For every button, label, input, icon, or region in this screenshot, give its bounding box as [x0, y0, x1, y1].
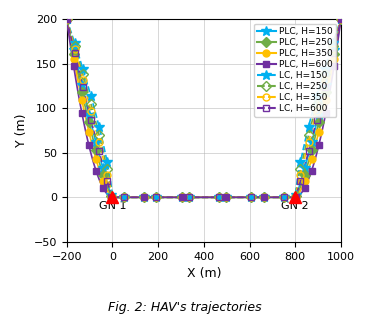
Text: GN 2: GN 2: [282, 201, 309, 211]
X-axis label: X (m): X (m): [186, 267, 221, 280]
Legend: PLC, H=150, PLC, H=250, PLC, H=350, PLC, H=600, LC, H=150, LC, H=250, LC, H=350,: PLC, H=150, PLC, H=250, PLC, H=350, PLC,…: [254, 24, 336, 116]
Y-axis label: Y (m): Y (m): [15, 114, 28, 147]
Text: GN 1: GN 1: [99, 201, 126, 211]
Text: Fig. 2: HAV's trajectories: Fig. 2: HAV's trajectories: [108, 301, 262, 314]
